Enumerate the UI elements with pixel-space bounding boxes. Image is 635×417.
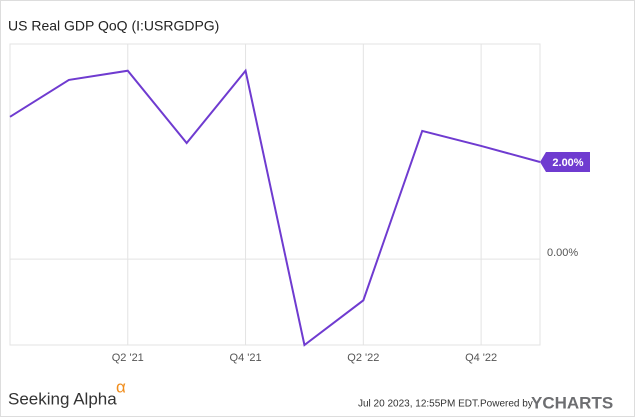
x-tick-label: Q4 '21: [230, 352, 262, 364]
plot-area: [9, 43, 541, 346]
timestamp: Jul 20 2023, 12:55PM EDT.: [358, 399, 480, 410]
provider: YCHARTS: [531, 393, 613, 412]
x-tick-label: Q2 '22: [347, 352, 379, 364]
x-tick-label: Q2 '21: [112, 352, 144, 364]
chart-title: US Real GDP QoQ (I:USRGDPG): [8, 18, 219, 34]
powered-by: Powered by: [480, 399, 533, 410]
value-label: 2.00%: [552, 157, 583, 169]
y-tick-label: 0.00%: [547, 247, 578, 259]
brand-mark: α: [116, 377, 126, 396]
brand: Seeking Alpha: [8, 389, 117, 408]
line: [9, 68, 541, 347]
value-label-tag: [540, 151, 590, 172]
x-tick-label: Q4 '22: [465, 352, 497, 364]
